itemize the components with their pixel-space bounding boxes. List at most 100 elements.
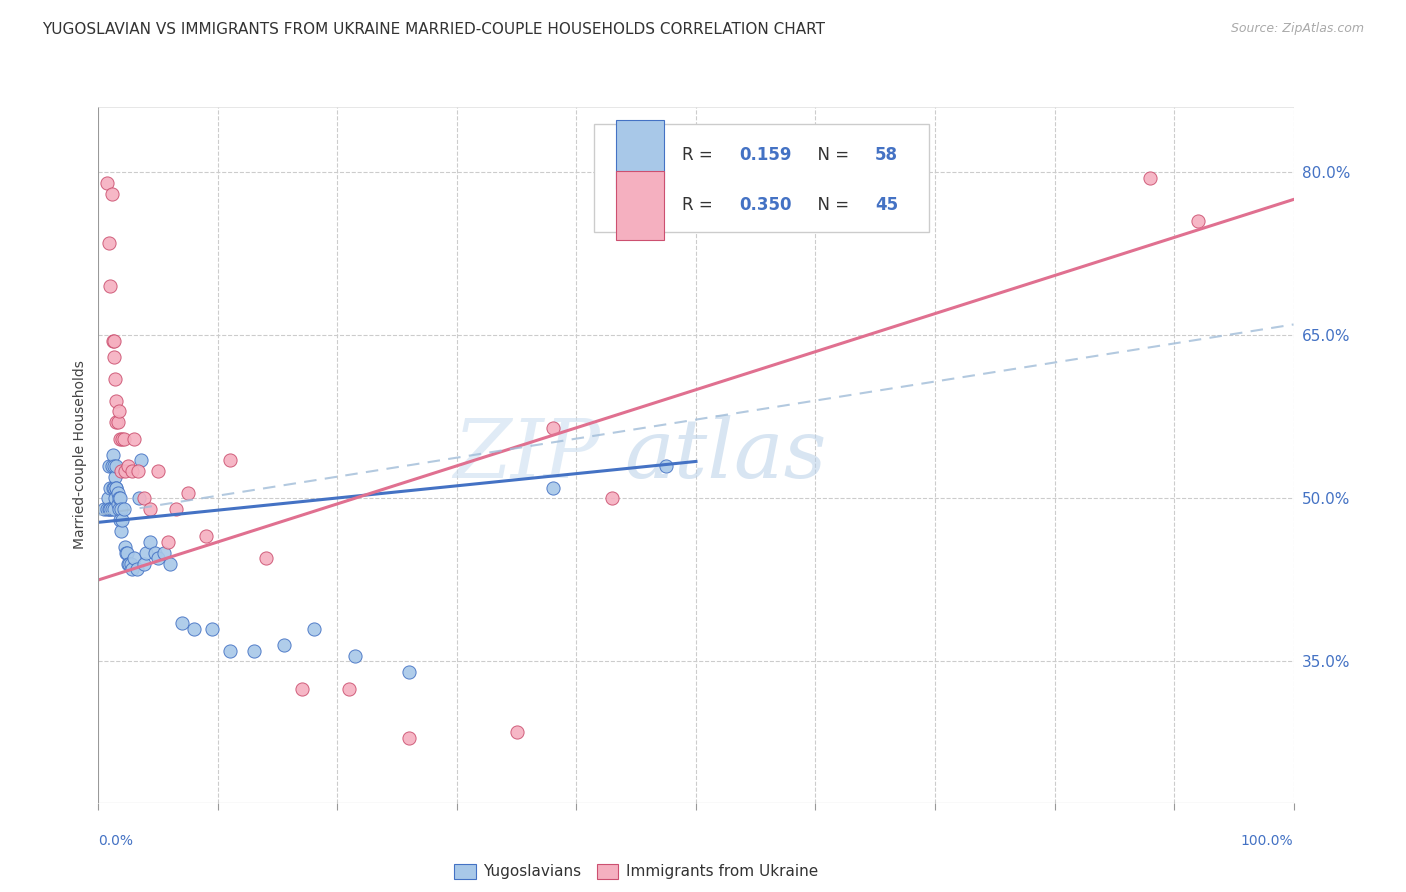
Point [156,534,179,549]
Point [124,432,146,446]
Text: R =: R = [682,196,717,214]
Text: R =: R = [682,145,717,163]
Point [219,453,242,467]
Point [105,393,128,408]
Point [110,502,132,516]
FancyBboxPatch shape [595,124,929,232]
Point [107,404,129,418]
Point [117,557,139,571]
Point [112,502,135,516]
Point [148,551,170,566]
Point [97,491,120,506]
Point [1139,170,1161,185]
Text: 100.0%: 100.0% [1241,834,1294,848]
Point [98,279,122,293]
Point [254,551,277,566]
Point [98,502,122,516]
Point [114,541,136,555]
Point [201,622,224,636]
Point [398,731,420,745]
Point [111,513,134,527]
Point [100,458,122,473]
Text: YUGOSLAVIAN VS IMMIGRANTS FROM UKRAINE MARRIED-COUPLE HOUSEHOLDS CORRELATION CHA: YUGOSLAVIAN VS IMMIGRANTS FROM UKRAINE M… [42,22,825,37]
Point [602,491,624,506]
Text: 45: 45 [875,196,898,214]
Point [172,616,194,631]
Point [153,546,176,560]
Text: atlas: atlas [624,415,827,495]
Point [108,513,131,527]
Point [103,458,125,473]
Text: 0.350: 0.350 [740,196,792,214]
Point [103,334,125,348]
Y-axis label: Married-couple Households: Married-couple Households [73,360,87,549]
Point [135,546,157,560]
Point [103,481,125,495]
Point [105,481,128,495]
Point [110,524,132,538]
Text: Source: ZipAtlas.com: Source: ZipAtlas.com [1230,22,1364,36]
Point [177,486,200,500]
Point [148,464,170,478]
Point [114,464,136,478]
Point [159,557,181,571]
Point [127,464,149,478]
Point [124,551,146,566]
Point [125,562,148,576]
Point [183,622,205,636]
Point [101,448,124,462]
Text: 58: 58 [875,145,898,163]
Point [115,546,138,560]
Point [112,432,135,446]
Point [107,491,129,506]
Text: 0.159: 0.159 [740,145,792,163]
Point [100,187,122,202]
Point [107,486,129,500]
Bar [616,170,664,240]
Point [108,432,131,446]
Point [117,458,139,473]
Point [541,421,564,435]
Point [96,176,118,190]
Point [98,458,121,473]
Point [121,464,143,478]
Point [98,481,122,495]
Point [107,497,129,511]
Point [121,562,143,576]
Point [96,502,118,516]
Point [107,502,129,516]
Text: 0.0%: 0.0% [98,834,134,848]
Point [132,557,155,571]
Point [1187,214,1209,228]
Point [110,464,132,478]
Point [103,350,125,364]
Point [101,334,124,348]
Text: N =: N = [807,145,855,163]
Point [93,502,115,516]
Point [108,491,131,506]
Point [115,546,138,560]
Point [143,546,166,560]
Bar [616,120,664,189]
Point [506,725,529,739]
Text: ZIP: ZIP [454,415,600,495]
Point [104,469,127,483]
Point [103,502,125,516]
Point [165,502,187,516]
Point [100,502,122,516]
Point [118,557,141,571]
Point [243,643,266,657]
Point [273,638,295,652]
Point [107,415,129,429]
Point [105,458,128,473]
Point [302,622,325,636]
Point [291,681,314,696]
Point [139,534,162,549]
Point [344,648,367,663]
Point [131,453,153,467]
Point [105,481,128,495]
Point [194,529,218,543]
Point [339,681,360,696]
Point [219,643,242,657]
Point [111,432,134,446]
